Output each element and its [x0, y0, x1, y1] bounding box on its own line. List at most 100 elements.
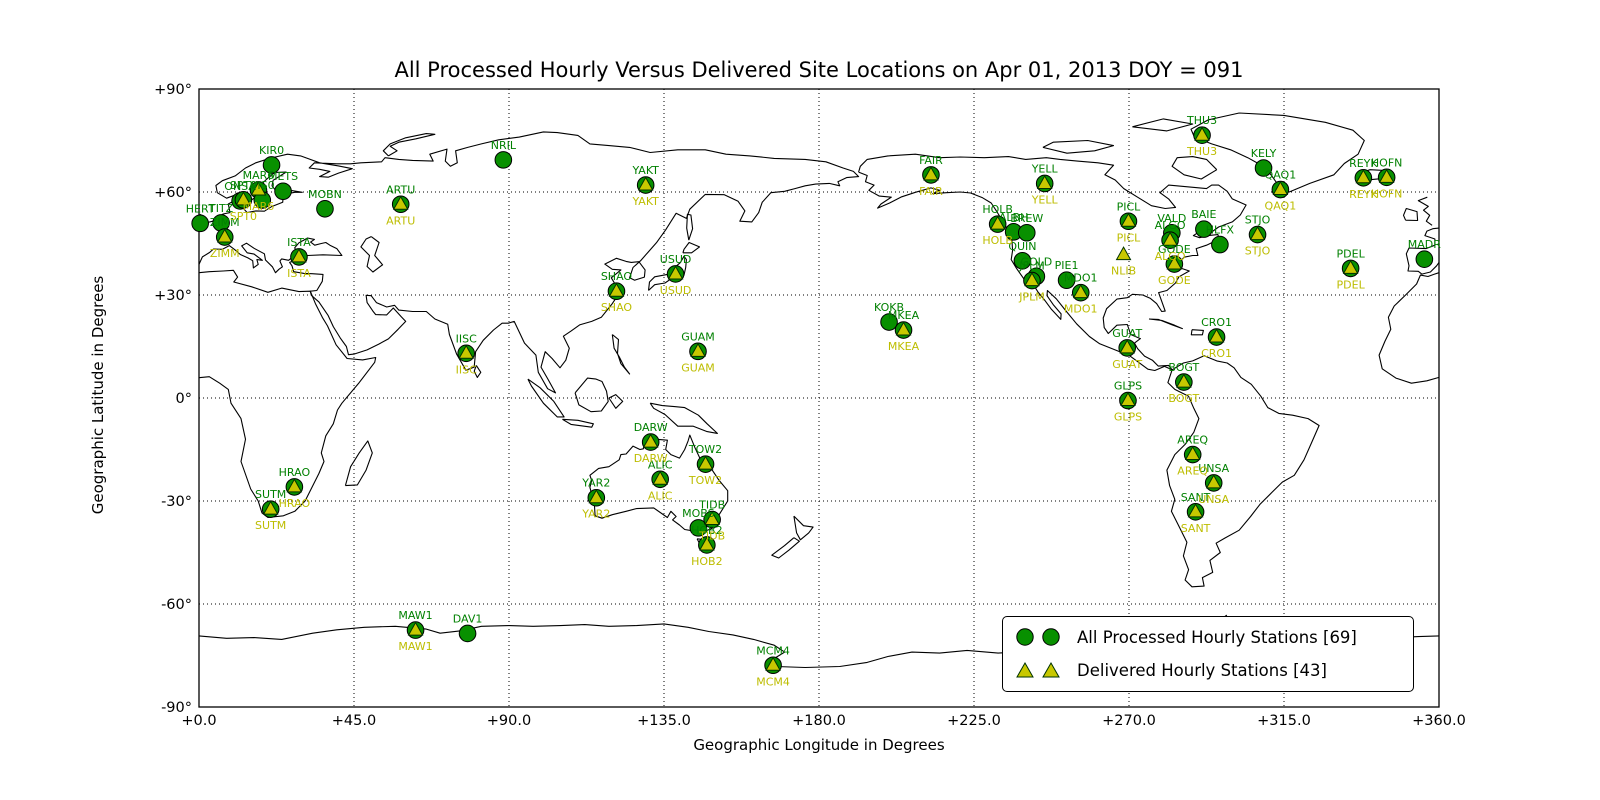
- station-label-processed: SANT: [1181, 491, 1211, 504]
- station-marker-delivered: [923, 166, 939, 181]
- y-tick-label: +90°: [154, 82, 192, 98]
- station-marker-processed: [274, 182, 292, 201]
- station-marker-delivered: [250, 181, 267, 196]
- station-label-processed: TITZ: [208, 202, 234, 215]
- delivered-triangle-icon: [1016, 661, 1060, 678]
- station-label-processed: THU3: [1186, 114, 1217, 127]
- station-label-delivered: HOB2: [691, 555, 722, 568]
- station-label-delivered: BOGT: [1168, 392, 1199, 405]
- coastline: [1166, 355, 1320, 588]
- station-marker-delivered: [1342, 259, 1359, 274]
- coastline: [611, 334, 631, 375]
- plot-title: All Processed Hourly Versus Delivered Si…: [394, 58, 1244, 82]
- station-marker-processed: [1013, 251, 1032, 270]
- station-marker-processed: [1211, 235, 1229, 254]
- x-tick-label: +225.0: [947, 713, 1001, 729]
- legend: All Processed Hourly Stations [69] Deliv…: [1002, 616, 1414, 692]
- y-tick-label: -90°: [161, 700, 192, 716]
- station-label-processed: BAIE: [1191, 208, 1216, 221]
- station-label-processed: YAR2: [581, 477, 610, 490]
- coastline: [344, 440, 373, 487]
- station-marker-delivered: [291, 248, 307, 263]
- station-label-processed: MKEA: [888, 309, 920, 322]
- station-label-processed: HRAO: [279, 466, 311, 479]
- station-label-delivered: YAR2: [581, 508, 610, 521]
- station-label-processed: JPLM: [1018, 260, 1045, 273]
- station-label-processed: GODE: [1158, 243, 1191, 256]
- coastline: [793, 515, 814, 541]
- station-label-delivered: ALIC: [648, 489, 673, 502]
- station-marker-delivered: [690, 342, 706, 357]
- station-marker-delivered: [235, 191, 252, 206]
- station-label-processed: PIE1: [1055, 259, 1079, 272]
- coastline: [360, 236, 384, 273]
- station-label-delivered: CRO1: [1201, 347, 1232, 360]
- station-label-delivered: MKEA: [888, 340, 920, 353]
- coastline: [198, 131, 860, 394]
- station-marker-processed: [1195, 220, 1213, 238]
- station-label-processed: DAV1: [453, 612, 483, 625]
- y-tick-label: 0°: [176, 391, 192, 407]
- station-label-processed: PDEL: [1337, 247, 1366, 260]
- station-label-processed: ARTU: [386, 183, 415, 196]
- station-label-processed: ONSA: [224, 180, 256, 193]
- station-label-delivered: MCM4: [756, 675, 790, 688]
- station-label-processed: HOFN: [1371, 156, 1403, 169]
- station-label-delivered: YELL: [1031, 193, 1059, 206]
- station-label-delivered: IISC: [456, 363, 477, 376]
- station-marker-delivered: [765, 656, 781, 671]
- y-tick-label: +30°: [154, 288, 192, 304]
- station-label-processed: DARW: [634, 421, 668, 434]
- station-label-processed: MCM4: [756, 644, 790, 657]
- station-label-delivered: PICL: [1117, 231, 1142, 244]
- station-marker-delivered: [392, 195, 409, 210]
- coastline: [1148, 318, 1183, 330]
- station-marker-delivered: [1115, 246, 1132, 261]
- station-marker-delivered: [1024, 272, 1040, 287]
- station-label-delivered: GUAT: [1112, 358, 1142, 371]
- coastline: [527, 378, 565, 418]
- station-label-processed: MOBN: [308, 188, 342, 201]
- coastline: [1405, 227, 1440, 275]
- station-marker-processed: [880, 313, 898, 331]
- station-label-delivered: QAQ1: [1265, 200, 1297, 213]
- station-marker-delivered: [1162, 231, 1178, 246]
- station-label-processed: MOBS: [682, 507, 715, 520]
- station-marker-delivered: [1119, 339, 1136, 354]
- coastline: [647, 255, 687, 291]
- x-tick-label: +45.0: [332, 713, 376, 729]
- station-label-delivered: THU3: [1186, 145, 1217, 158]
- legend-label-delivered: Delivered Hourly Stations [43]: [1077, 661, 1327, 681]
- station-marker-delivered: [286, 478, 303, 493]
- station-label-processed: ALBH: [999, 211, 1028, 224]
- station-marker-delivered: [1272, 181, 1289, 196]
- station-label-processed: REYK: [1349, 157, 1378, 170]
- station-marker-processed: [191, 214, 209, 233]
- station-label-processed: MAW1: [398, 609, 432, 622]
- coastline: [682, 241, 701, 254]
- station-label-processed: GUAT: [1112, 327, 1142, 340]
- station-label-processed: BOGT: [1168, 361, 1199, 374]
- x-axis-title: Geographic Longitude in Degrees: [693, 736, 945, 754]
- coastline: [382, 133, 436, 157]
- station-marker-delivered: [1208, 328, 1225, 343]
- station-label-processed: TOW2: [688, 443, 722, 456]
- station-label-delivered: YAKT: [631, 195, 659, 208]
- station-label-processed: GLPS: [1114, 380, 1142, 393]
- legend-entry-delivered: Delivered Hourly Stations [43]: [1011, 656, 1405, 686]
- station-marker-delivered: [895, 321, 912, 336]
- station-label-delivered: MDO1: [1064, 303, 1098, 316]
- station-label-delivered: USUD: [660, 284, 692, 297]
- coastline: [574, 377, 609, 413]
- station-label-processed: MDO1: [1064, 272, 1098, 285]
- station-label-processed: TIDB: [698, 499, 725, 512]
- station-label-processed: AREQ: [1177, 434, 1208, 447]
- y-tick-label: +60°: [154, 185, 192, 201]
- station-marker-delivered: [698, 536, 715, 551]
- station-marker-delivered: [989, 215, 1006, 230]
- station-marker-delivered: [1072, 284, 1089, 299]
- coastline: [1417, 196, 1433, 226]
- station-label-processed: GOLD: [1020, 255, 1052, 268]
- station-marker-delivered: [1184, 446, 1201, 461]
